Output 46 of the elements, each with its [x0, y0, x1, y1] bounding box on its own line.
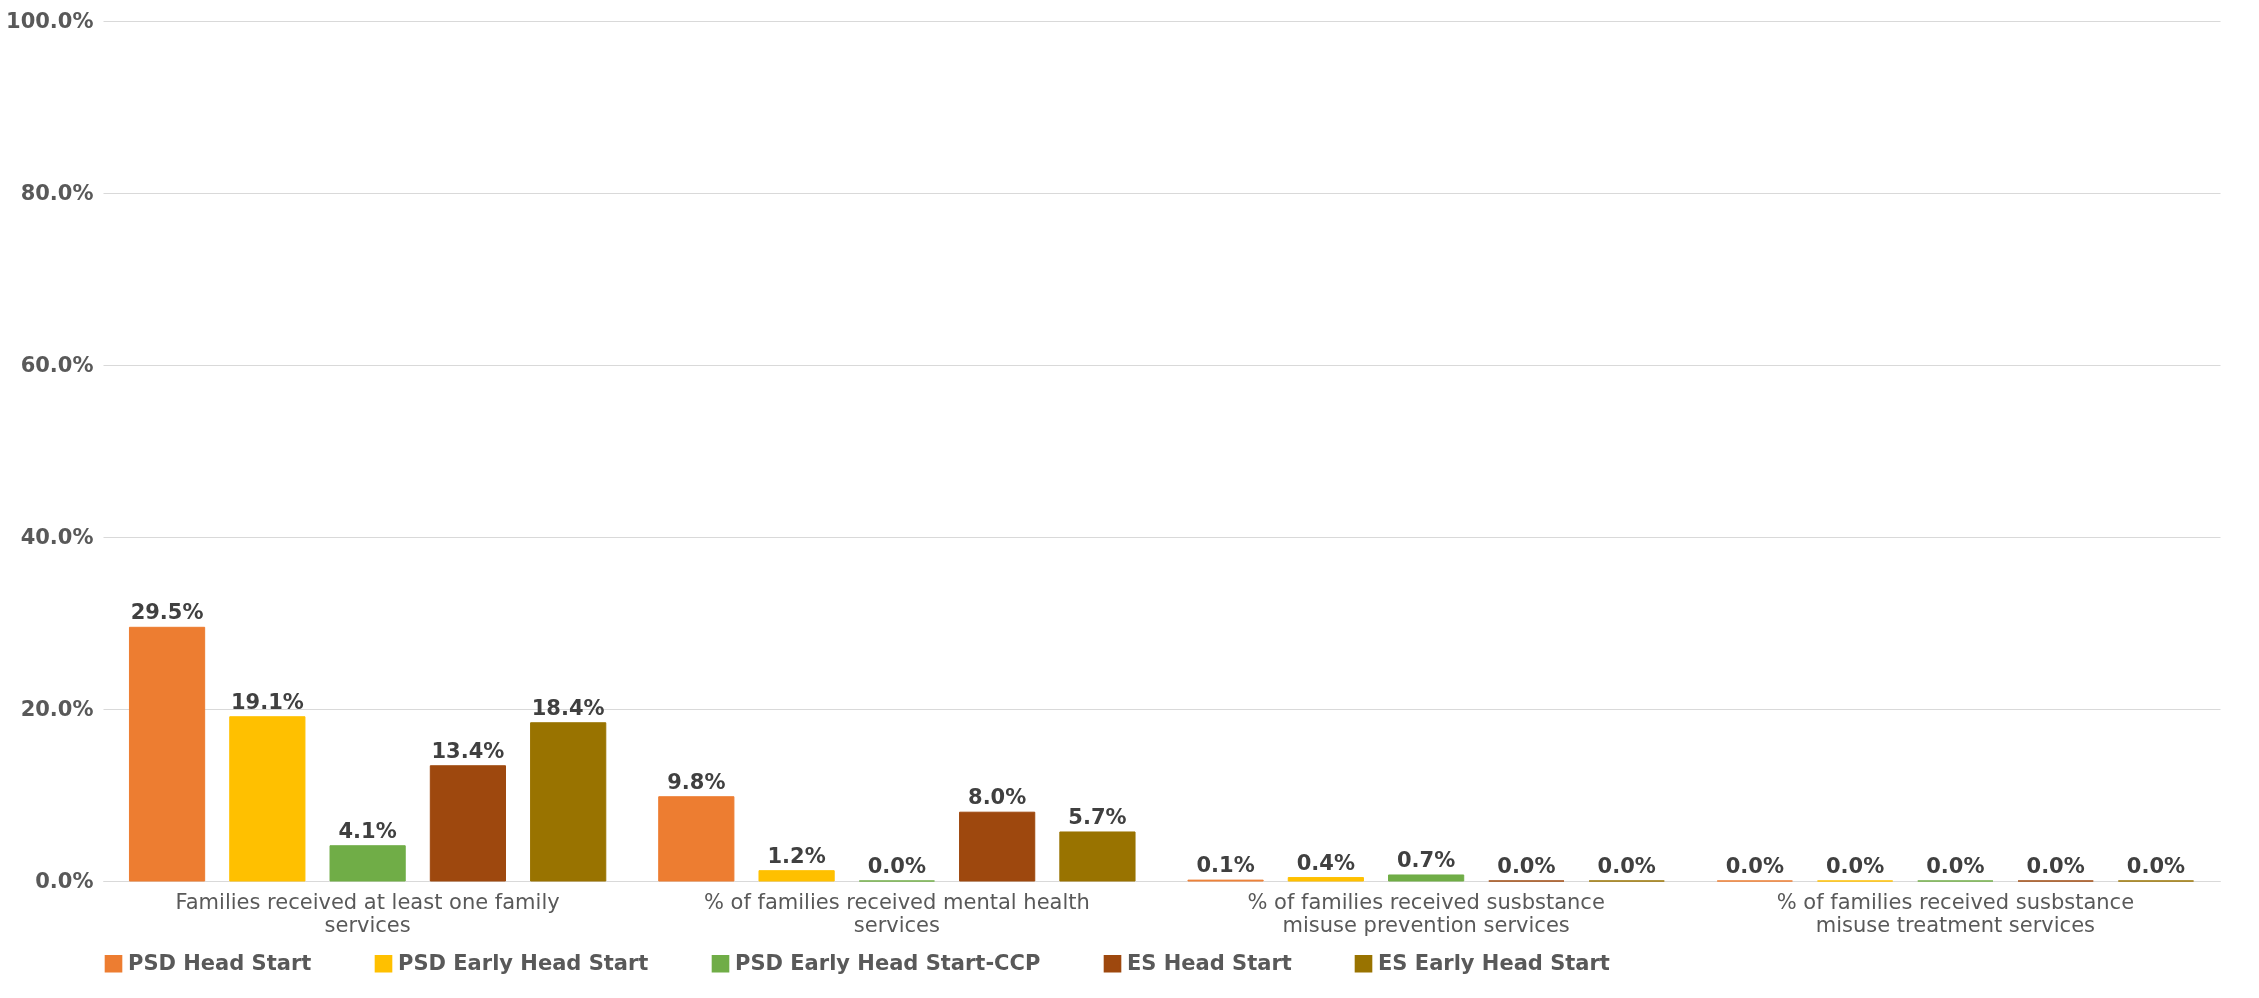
legend-label: ES Early Head Start: [1378, 950, 1610, 975]
data-label: 4.1%: [338, 818, 397, 843]
bar: [530, 722, 607, 882]
data-label: 29.5%: [130, 600, 204, 625]
x-tick-label: % of families received mental health services: [703, 889, 1090, 937]
data-label: 0.0%: [1497, 854, 1556, 878]
data-label: 0.7%: [1397, 847, 1456, 872]
y-tick-label: 40.0%: [20, 524, 94, 549]
data-label: 0.0%: [2026, 854, 2085, 878]
y-tick-label: 80.0%: [20, 180, 94, 205]
bar: [1059, 831, 1136, 882]
bar: [229, 716, 306, 882]
bar: [329, 845, 406, 882]
data-label: 8.0%: [968, 785, 1027, 810]
x-tick-label: % of families received susbstance misuse prevention services: [1247, 889, 1605, 937]
legend-label: PSD Head Start: [128, 950, 312, 975]
bar: [1287, 877, 1364, 882]
data-label: 13.4%: [431, 738, 505, 763]
x-tick-label: Families received at least one family services: [175, 889, 560, 937]
y-tick-label: 60.0%: [20, 352, 94, 377]
bar: [658, 796, 735, 882]
data-label: 0.1%: [1196, 853, 1255, 878]
bar: [429, 765, 507, 882]
data-label: 0.0%: [2126, 854, 2186, 878]
legend-label: ES Head Start: [1127, 950, 1292, 975]
bar: [758, 870, 835, 882]
data-label: 9.8%: [667, 769, 726, 794]
bar: [128, 626, 206, 882]
data-label: 18.4%: [531, 695, 605, 720]
data-label: 1.2%: [767, 843, 826, 868]
y-tick-label: 100.0%: [6, 8, 94, 33]
data-label: 0.0%: [867, 854, 926, 878]
y-tick-label: 0.0%: [35, 868, 94, 893]
data-label: 5.7%: [1068, 804, 1127, 829]
data-label: 0.4%: [1296, 850, 1355, 875]
x-tick-label: % of families received susbstance misuse treatment services: [1776, 889, 2135, 937]
legend-label: PSD Early Head Start-CCP: [735, 950, 1041, 975]
data-label: 0.0%: [1725, 854, 1784, 878]
data-label: 0.0%: [1825, 854, 1885, 878]
bar: [1388, 874, 1465, 882]
y-tick-label: 20.0%: [20, 696, 94, 721]
legend-label: PSD Early Head Start: [398, 950, 649, 975]
bar: [959, 811, 1036, 882]
data-label: 19.1%: [230, 689, 304, 714]
data-label: 0.0%: [1597, 854, 1656, 878]
data-label: 0.0%: [1926, 854, 1985, 878]
